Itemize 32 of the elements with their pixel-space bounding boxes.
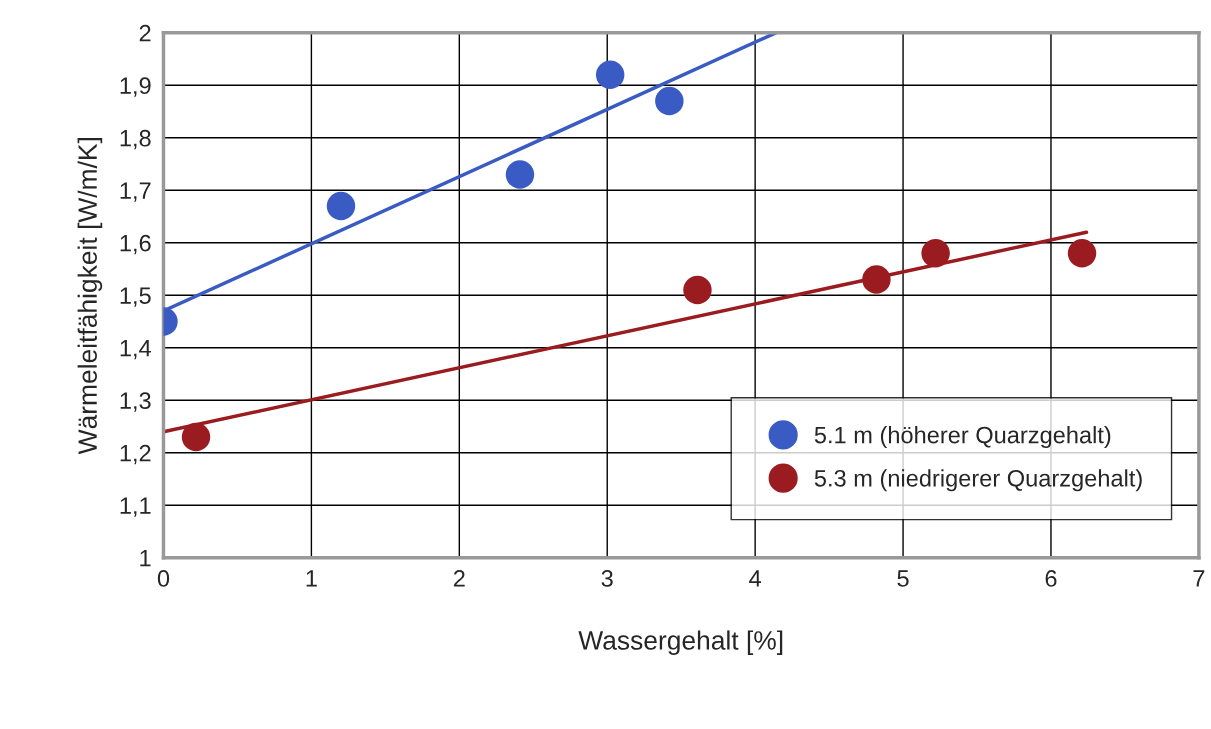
y-tick-label: 1,6 — [120, 234, 151, 255]
y-tick-label: 1 — [140, 550, 151, 567]
x-tick-label: 4 — [749, 570, 762, 587]
x-tick-label: 3 — [601, 570, 613, 587]
y-tick-label: 1,3 — [120, 392, 151, 412]
y-tick-label: 1,5 — [120, 287, 151, 307]
point — [505, 160, 535, 189]
y-tick-label: 1,4 — [120, 340, 151, 360]
y-tick-label: 1,8 — [120, 129, 151, 150]
y-tick-label: 1,1 — [120, 497, 151, 517]
point — [595, 60, 625, 90]
point — [683, 275, 712, 305]
x-tick-label: 7 — [1193, 570, 1205, 587]
point — [862, 265, 891, 294]
point — [326, 191, 356, 221]
legend-label: 5.1 m (höherer Quarzgehalt) — [814, 426, 1111, 449]
point — [181, 422, 211, 452]
y-tick-label: 1,9 — [120, 77, 151, 97]
y-axis-title: Wärmeleitfähigkeit [W/m/K] — [77, 138, 103, 455]
x-tick-label: 0 — [157, 570, 170, 587]
legend-label: 5.3 m (niedrigerer Quarzgehalt) — [814, 469, 1142, 492]
x-tick-label: 5 — [897, 570, 909, 587]
x-tick-label: 1 — [306, 570, 317, 587]
x-tick-label: 2 — [453, 570, 465, 587]
y-tick-label: 1,7 — [120, 182, 151, 202]
x-axis-title: Wassergehalt [%] — [578, 630, 783, 655]
y-tick-label: 1,2 — [120, 444, 151, 465]
y-tick-label: 2 — [139, 24, 151, 42]
point — [921, 239, 950, 268]
point — [655, 86, 684, 116]
point — [1067, 239, 1097, 268]
x-tick-label: 6 — [1045, 570, 1057, 587]
